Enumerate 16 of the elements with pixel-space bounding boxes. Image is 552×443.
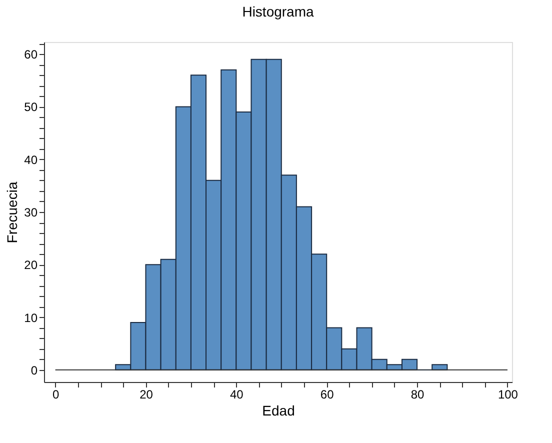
x-tick-label: 60 <box>320 388 334 402</box>
y-tick-label: 60 <box>24 48 38 62</box>
y-tick-label: 30 <box>24 206 38 220</box>
y-tick-label: 20 <box>24 258 38 272</box>
chart-title: Histograma <box>242 4 314 20</box>
x-axis-title: Edad <box>262 402 295 418</box>
x-tick-label: 100 <box>498 388 518 402</box>
y-axis-title: Frecuecia <box>4 182 20 244</box>
y-tick-label: 40 <box>24 152 38 167</box>
x-tick-label: 80 <box>410 388 425 402</box>
x-tick-label: 20 <box>140 388 154 402</box>
y-tick-label: 10 <box>24 310 38 325</box>
x-tick-label: 0 <box>52 388 60 402</box>
y-tick-label: 0 <box>30 363 38 378</box>
y-tick-label: 50 <box>24 100 38 114</box>
x-tick-label: 40 <box>230 388 244 402</box>
